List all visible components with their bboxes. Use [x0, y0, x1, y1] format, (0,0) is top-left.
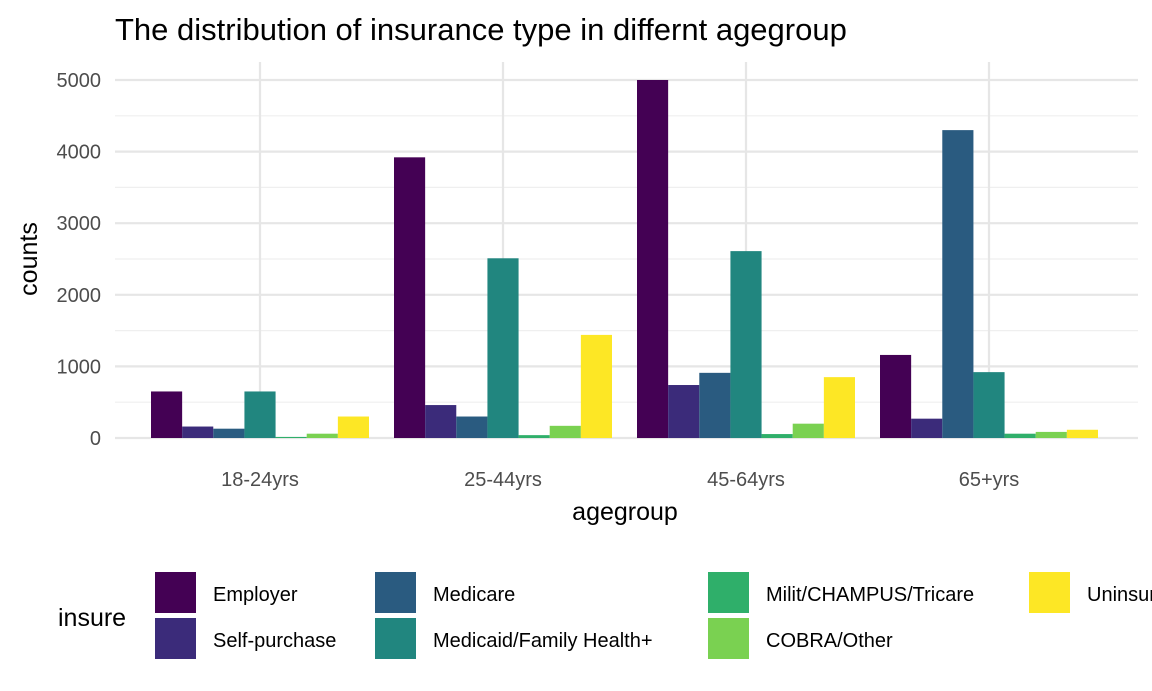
x-axis-title: agegroup — [572, 498, 678, 526]
legend-swatch — [375, 618, 416, 659]
x-tick-label: 45-64yrs — [707, 469, 785, 491]
x-tick-label: 65+yrs — [959, 469, 1020, 491]
legend-swatch — [155, 618, 196, 659]
bar-45-64yrs-1 — [668, 385, 700, 438]
bar-18-24yrs-4 — [275, 436, 307, 438]
legend-swatch — [375, 572, 416, 613]
bar-65+yrs-0 — [880, 354, 912, 438]
bar-25-44yrs-0 — [394, 157, 426, 438]
legend-label: Milit/CHAMPUS/Tricare — [766, 584, 974, 606]
chart-title: The distribution of insurance type in di… — [115, 12, 847, 47]
bar-65+yrs-6 — [1066, 429, 1098, 438]
bar-45-64yrs-5 — [792, 423, 824, 438]
bar-25-44yrs-4 — [518, 435, 550, 438]
legend-swatch — [1029, 572, 1070, 613]
bar-65+yrs-3 — [973, 372, 1005, 438]
legend-label: Medicare — [433, 584, 515, 606]
legend-label: Employer — [213, 584, 298, 606]
bar-18-24yrs-6 — [337, 416, 369, 438]
y-tick-label: 2000 — [57, 285, 102, 307]
bar-45-64yrs-6 — [823, 377, 855, 438]
bar-18-24yrs-0 — [151, 391, 183, 438]
x-axis-ticks: 18-24yrs 25-44yrs 45-64yrs 65+yrs — [221, 469, 1019, 491]
bar-65+yrs-5 — [1035, 431, 1067, 438]
bar-18-24yrs-5 — [306, 433, 338, 438]
legend-swatch — [155, 572, 196, 613]
bar-25-44yrs-2 — [456, 416, 488, 438]
legend-label: Medicaid/Family Health+ — [433, 630, 653, 652]
bar-45-64yrs-4 — [761, 434, 793, 438]
y-tick-label: 0 — [90, 428, 101, 450]
x-tick-label: 18-24yrs — [221, 469, 299, 491]
legend-swatch — [708, 618, 749, 659]
bar-65+yrs-4 — [1004, 433, 1036, 438]
bar-25-44yrs-5 — [549, 425, 581, 438]
bar-18-24yrs-3 — [244, 391, 276, 438]
bar-45-64yrs-3 — [730, 251, 762, 438]
bar-45-64yrs-0 — [637, 80, 669, 438]
y-tick-label: 5000 — [57, 70, 102, 92]
legend-label: Self-purchase — [213, 630, 336, 652]
legend-label: Uninsured — [1087, 584, 1152, 606]
bar-25-44yrs-1 — [425, 405, 457, 438]
y-tick-label: 4000 — [57, 142, 102, 164]
bar-18-24yrs-1 — [182, 426, 214, 438]
bar-25-44yrs-6 — [580, 334, 612, 438]
x-tick-label: 25-44yrs — [464, 469, 542, 491]
bar-65+yrs-1 — [911, 418, 943, 438]
bar-65+yrs-2 — [942, 130, 974, 438]
bar-18-24yrs-2 — [213, 428, 245, 438]
legend-swatch — [708, 572, 749, 613]
bar-25-44yrs-3 — [487, 258, 519, 438]
y-axis-ticks: 0 1000 2000 3000 4000 5000 — [57, 70, 102, 450]
y-axis-title: counts — [15, 222, 43, 296]
y-tick-label: 1000 — [57, 356, 102, 378]
legend-title: insure — [58, 604, 126, 632]
y-tick-label: 3000 — [57, 213, 102, 235]
legend-label: COBRA/Other — [766, 630, 893, 652]
legend: Employer Self-purchase Medicare Medicaid/Fa… — [155, 572, 1152, 659]
bars — [151, 80, 1098, 438]
bar-45-64yrs-2 — [699, 372, 731, 438]
